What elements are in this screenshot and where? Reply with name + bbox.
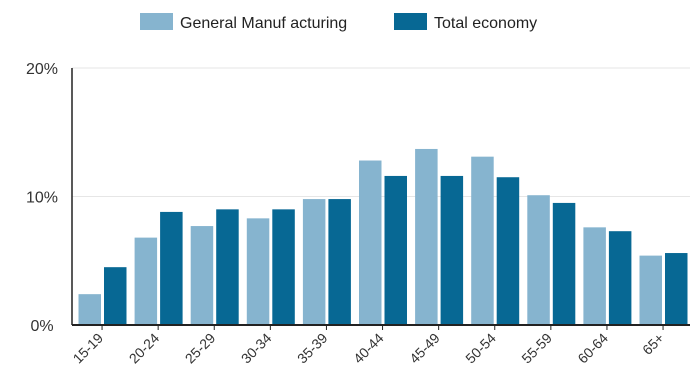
bar-total-economy-55-59 [552,202,576,325]
bar-total-economy-60-64 [608,231,632,325]
bar-general-manufacturing-50-54 [471,156,494,325]
bar-general-manufacturing-60-64 [583,227,606,325]
x-tick-label: 55-59 [518,330,555,367]
bar-total-economy-65+ [665,253,688,325]
bar-total-economy-25-29 [216,209,239,325]
x-tick-label: 25-29 [182,330,219,367]
bar-total-economy-40-44 [384,175,407,325]
bar-total-economy-15-19 [104,267,127,325]
x-tick-label: 60-64 [574,330,611,367]
bar-general-manufacturing-45-49 [415,148,438,325]
bar-total-economy-45-49 [440,175,464,325]
bar-total-economy-35-39 [328,199,351,325]
bar-total-economy-20-24 [160,211,183,325]
bars [78,148,688,325]
bar-general-manufacturing-40-44 [359,160,382,325]
bar-general-manufacturing-55-59 [527,195,550,325]
x-tick-label: 65+ [639,330,667,358]
x-tick-label: 50-54 [462,330,499,367]
x-axis-labels: 15-19 20-24 25-29 30-34 35-39 40-44 45-49 50-54… [70,330,668,367]
legend-swatch-general-manufacturing [140,13,173,30]
bar-general-manufacturing-15-19 [78,294,101,325]
y-tick-label: 10% [26,190,58,207]
legend-label-total-economy: Total economy [434,15,537,32]
bar-general-manufacturing-20-24 [134,237,158,325]
bar-general-manufacturing-35-39 [302,199,326,325]
bar-general-manufacturing-30-34 [246,218,270,325]
legend: General Manuf acturing Total economy [140,13,537,32]
bar-total-economy-50-54 [496,177,520,325]
bar-total-economy-30-34 [272,209,295,325]
axes [71,68,690,330]
x-tick-label: 20-24 [126,330,163,367]
x-tick-label: 30-34 [238,330,275,367]
y-tick-label: 20% [26,61,58,78]
legend-swatch-total-economy [394,13,427,30]
x-tick-label: 15-19 [70,330,107,367]
bar-general-manufacturing-25-29 [190,226,214,325]
y-axis-labels: 0% 10% 20% [26,61,58,335]
y-tick-label: 0% [30,318,53,335]
bar-general-manufacturing-65+ [639,255,662,325]
x-tick-label: 40-44 [350,330,387,367]
x-tick-label: 35-39 [294,330,331,367]
legend-label-general-manufacturing: General Manuf acturing [180,15,347,32]
x-tick-label: 45-49 [406,330,443,367]
